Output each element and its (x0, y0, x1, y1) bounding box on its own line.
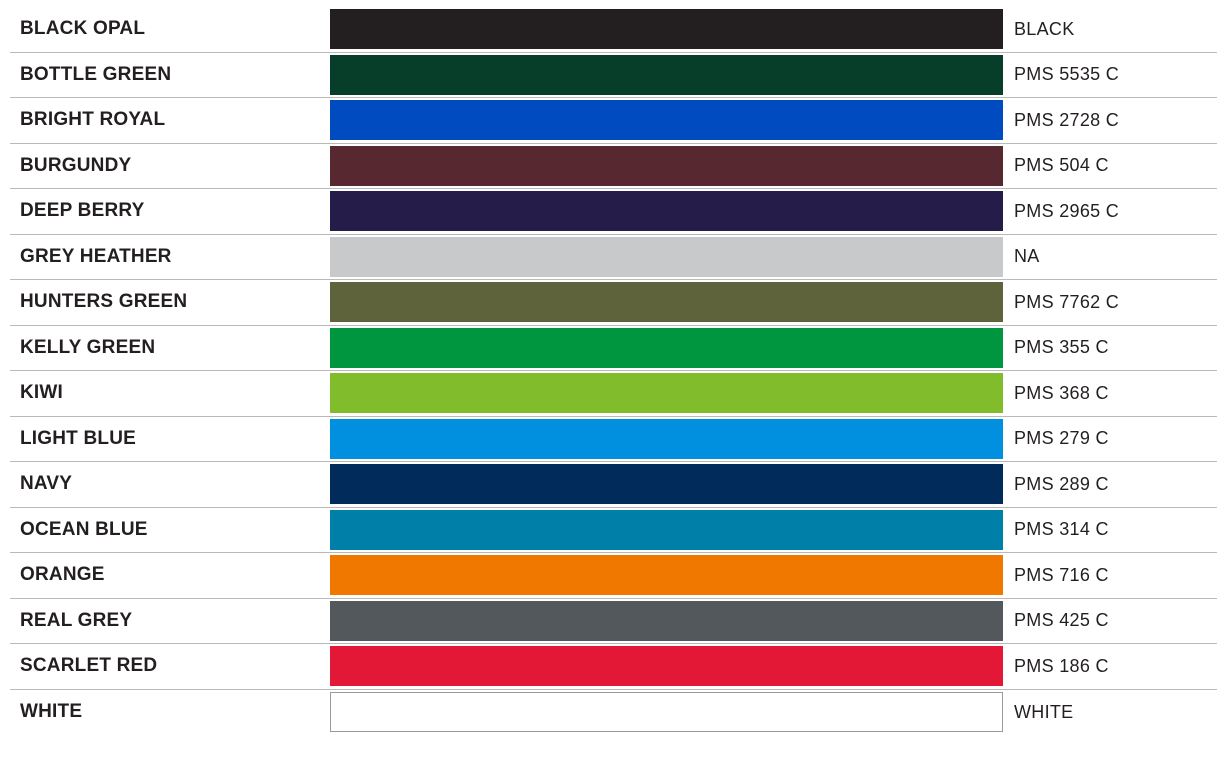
color-swatch (330, 282, 1003, 322)
color-name: DEEP BERRY (20, 200, 145, 222)
color-swatch (330, 9, 1003, 49)
color-swatch (330, 509, 1003, 550)
color-swatch (330, 54, 1003, 95)
color-swatch (330, 600, 1003, 641)
color-name: NAVY (20, 473, 73, 495)
color-name: KELLY GREEN (20, 336, 156, 358)
color-row: BRIGHT ROYAL PMS 2728 C (10, 98, 1217, 144)
color-swatch (330, 236, 1003, 277)
color-swatch (330, 145, 1003, 186)
color-name: SCARLET RED (20, 655, 158, 677)
color-name: BOTTLE GREEN (20, 63, 172, 85)
color-row: KIWI PMS 368 C (10, 371, 1217, 417)
color-name: REAL GREY (20, 609, 133, 631)
color-row: REAL GREY PMS 425 C (10, 599, 1217, 644)
color-row: BOTTLE GREEN PMS 5535 C (10, 53, 1217, 98)
color-row: DEEP BERRY PMS 2965 C (10, 189, 1217, 235)
pms-code: NA (1014, 246, 1040, 267)
pms-code: PMS 355 C (1014, 337, 1109, 358)
color-row: OCEAN BLUE PMS 314 C (10, 508, 1217, 553)
color-name: BRIGHT ROYAL (20, 109, 166, 131)
color-swatch (330, 100, 1003, 140)
pms-code: PMS 2728 C (1014, 109, 1120, 130)
color-swatch (330, 464, 1003, 504)
pms-code: PMS 2965 C (1014, 200, 1120, 221)
color-name: BURGUNDY (20, 154, 132, 176)
pms-code: PMS 716 C (1014, 564, 1109, 585)
color-swatch (330, 646, 1003, 686)
pms-code: PMS 425 C (1014, 610, 1109, 631)
pms-code: BLACK (1014, 18, 1075, 39)
color-name: KIWI (20, 382, 64, 404)
pms-code: PMS 368 C (1014, 382, 1109, 403)
color-swatch (330, 691, 1003, 732)
color-swatch (330, 191, 1003, 231)
color-row: ORANGE PMS 716 C (10, 553, 1217, 599)
color-name: BLACK OPAL (20, 18, 146, 40)
color-row: LIGHT BLUE PMS 279 C (10, 417, 1217, 462)
color-row: HUNTERS GREEN PMS 7762 C (10, 280, 1217, 326)
pms-code: PMS 289 C (1014, 473, 1109, 494)
pms-code: PMS 504 C (1014, 155, 1109, 176)
pms-code: PMS 314 C (1014, 519, 1109, 540)
color-row: KELLY GREEN PMS 355 C (10, 326, 1217, 371)
color-name: ORANGE (20, 564, 105, 586)
color-name: WHITE (20, 701, 83, 723)
pms-code: PMS 7762 C (1014, 291, 1120, 312)
color-row: SCARLET RED PMS 186 C (10, 644, 1217, 690)
color-name: LIGHT BLUE (20, 427, 136, 449)
color-row: NAVY PMS 289 C (10, 462, 1217, 508)
color-name: HUNTERS GREEN (20, 291, 188, 313)
pms-code: WHITE (1014, 701, 1074, 722)
color-swatch (330, 555, 1003, 595)
pms-code: PMS 5535 C (1014, 64, 1120, 85)
color-swatch (330, 327, 1003, 368)
color-swatch (330, 418, 1003, 459)
color-swatch (330, 373, 1003, 413)
pms-code: PMS 186 C (1014, 655, 1109, 676)
color-name: OCEAN BLUE (20, 518, 148, 540)
color-row: GREY HEATHER NA (10, 235, 1217, 280)
pms-code: PMS 279 C (1014, 428, 1109, 449)
color-row: WHITE WHITE (10, 690, 1217, 736)
color-row: BURGUNDY PMS 504 C (10, 144, 1217, 189)
color-name: GREY HEATHER (20, 245, 172, 267)
color-row: BLACK OPAL BLACK (10, 7, 1217, 53)
color-swatch-table: BLACK OPAL BLACK BOTTLE GREEN PMS 5535 C… (10, 7, 1217, 735)
